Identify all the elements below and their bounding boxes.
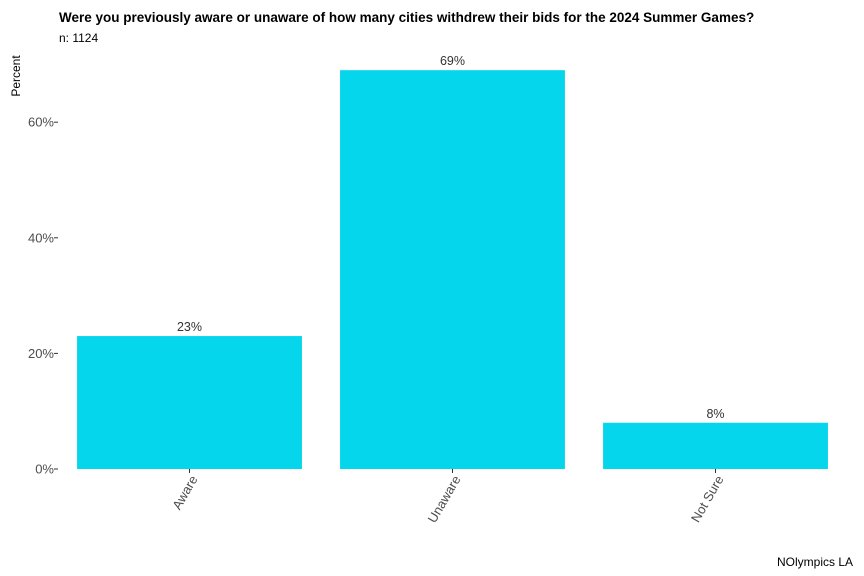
y-axis-title: Percent bbox=[9, 55, 23, 97]
chart-subtitle: n: 1124 bbox=[59, 31, 98, 45]
x-tick-label: Not Sure bbox=[688, 473, 727, 525]
bar-aware bbox=[77, 336, 302, 469]
y-tick-label: 60% bbox=[28, 115, 54, 130]
y-tick-label: 0% bbox=[35, 462, 54, 477]
bar-not-sure bbox=[603, 422, 828, 469]
chart-caption: NOlympics LA bbox=[777, 555, 853, 569]
x-tick-label: Unaware bbox=[425, 473, 464, 526]
bars bbox=[77, 70, 828, 470]
bar-unaware bbox=[340, 70, 565, 470]
data-label: 8% bbox=[706, 407, 724, 421]
x-axis: Aware Unaware Not Sure bbox=[169, 469, 727, 526]
data-labels: 23% 69% 8% bbox=[177, 54, 725, 421]
y-axis: 0% 20% 40% 60% bbox=[28, 115, 58, 477]
x-tick-label: Aware bbox=[169, 473, 200, 512]
y-tick-label: 40% bbox=[28, 230, 54, 245]
chart-title: Were you previously aware or unaware of … bbox=[59, 10, 754, 25]
y-tick-label: 20% bbox=[28, 346, 54, 361]
data-label: 69% bbox=[440, 54, 465, 68]
data-label: 23% bbox=[177, 320, 202, 334]
